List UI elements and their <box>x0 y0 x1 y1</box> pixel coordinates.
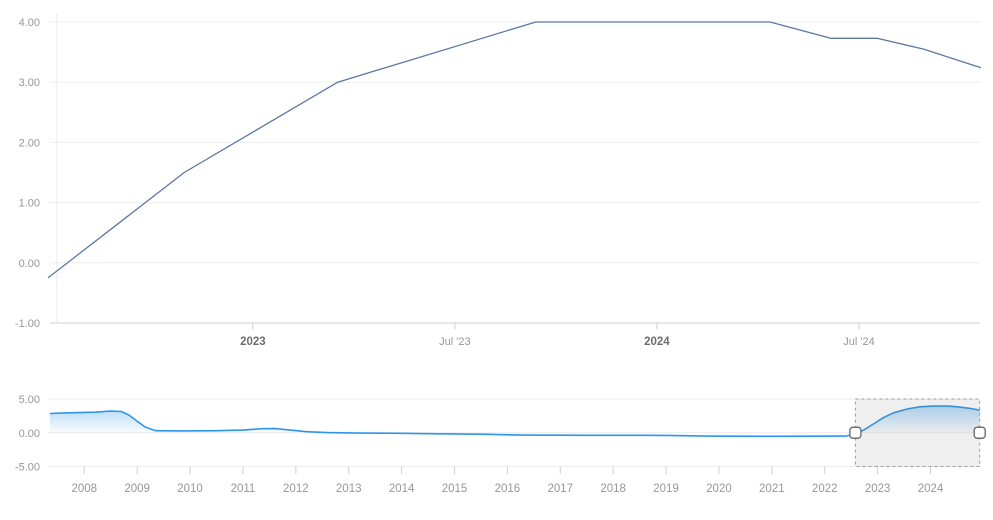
main-y-tick-label: 0.00 <box>19 258 40 270</box>
nav-x-tick-label: 2020 <box>706 483 732 495</box>
main-x-tick-label: Jul '24 <box>843 336 874 348</box>
nav-x-tick-label: 2009 <box>124 483 150 495</box>
main-x-tick-label: Jul '23 <box>439 336 470 348</box>
nav-x-tick-label: 2008 <box>71 483 97 495</box>
nav-x-tick-label: 2013 <box>336 483 362 495</box>
main-x-tick-label: 2024 <box>644 336 670 348</box>
nav-x-tick-label: 2018 <box>600 483 626 495</box>
main-series-line <box>47 21 982 279</box>
navigator-selected-range[interactable] <box>854 398 981 467</box>
nav-y-tick-label: 5.00 <box>19 394 40 406</box>
nav-y-tick-label: -5.00 <box>15 462 40 474</box>
nav-x-tick-label: 2019 <box>653 483 679 495</box>
main-plot-area[interactable] <box>48 14 981 323</box>
nav-x-tick-label: 2015 <box>442 483 468 495</box>
main-y-tick-label: -1.00 <box>15 318 40 330</box>
main-y-tick-label: 4.00 <box>19 17 40 29</box>
navigator-track[interactable] <box>48 399 980 467</box>
nav-x-tick-label: 2016 <box>495 483 521 495</box>
nav-x-tick-label: 2023 <box>865 483 891 495</box>
main-y-tick-label: 2.00 <box>19 137 40 149</box>
nav-x-tick-label: 2022 <box>812 483 838 495</box>
nav-x-tick-label: 2012 <box>283 483 309 495</box>
navigator-handle-right[interactable] <box>973 426 986 439</box>
main-y-tick-label: 1.00 <box>19 198 40 210</box>
nav-series-line <box>49 405 980 438</box>
nav-x-tick-label: 2024 <box>918 483 944 495</box>
main-y-tick-label: 3.00 <box>19 77 40 89</box>
nav-x-tick-label: 2011 <box>231 483 256 495</box>
nav-x-tick-label: 2010 <box>177 483 203 495</box>
nav-x-tick-label: 2021 <box>759 483 785 495</box>
main-x-tick-label: 2023 <box>240 336 266 348</box>
nav-x-tick-label: 2014 <box>389 483 415 495</box>
navigator-handle-left[interactable] <box>849 426 862 439</box>
nav-y-tick-label: 0.00 <box>19 428 40 440</box>
nav-x-tick-label: 2017 <box>547 483 573 495</box>
